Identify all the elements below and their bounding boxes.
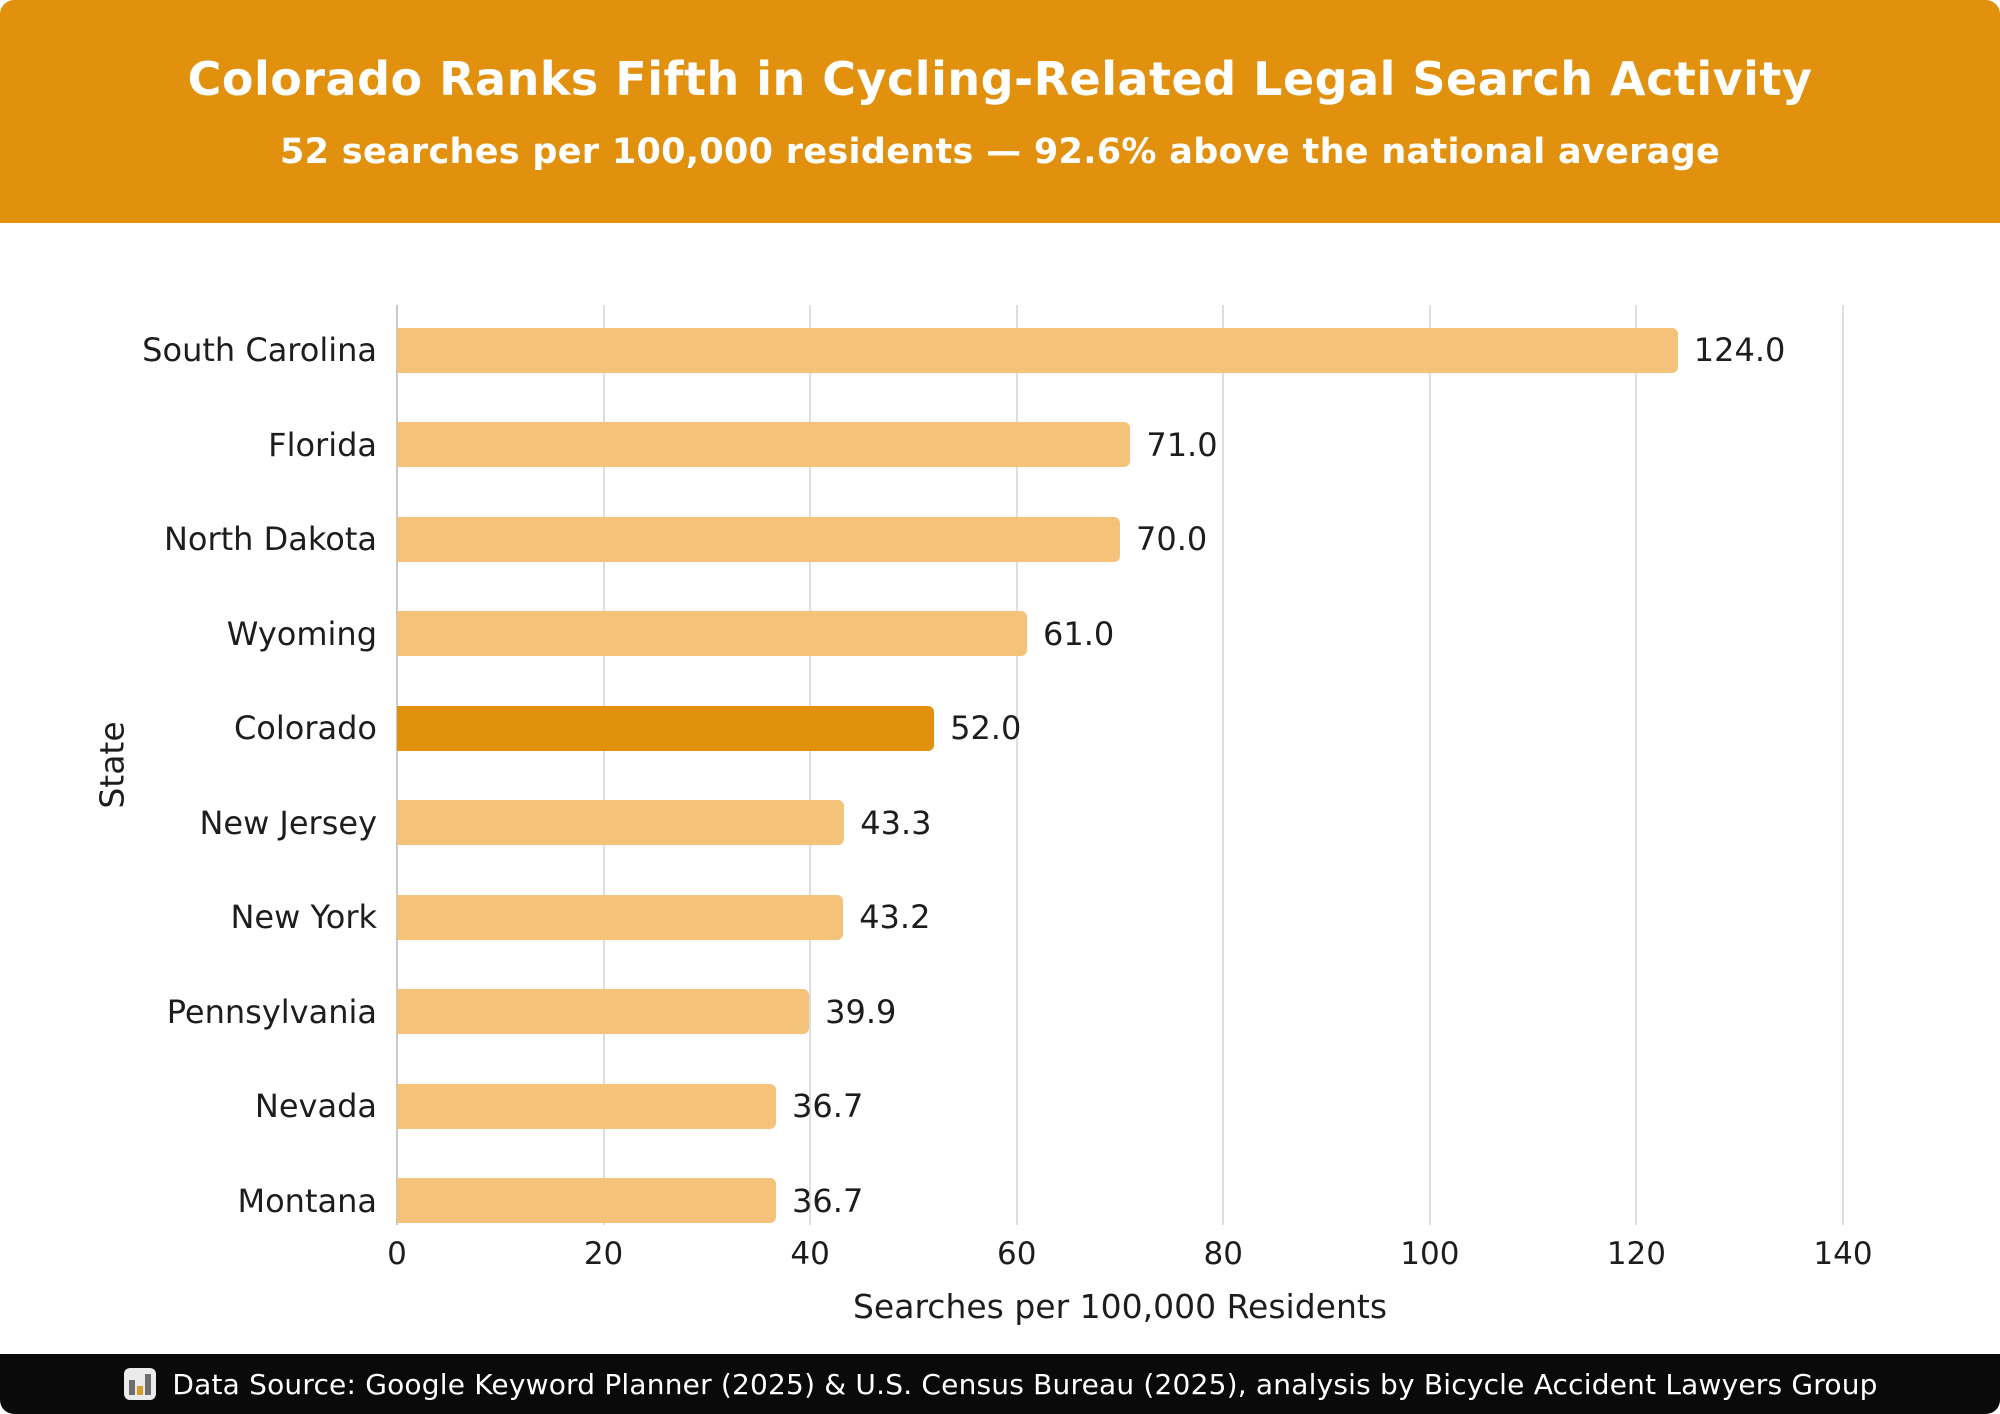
gridline-x-20	[602, 305, 605, 1225]
data-source-text: Data Source: Google Keyword Planner (202…	[172, 1367, 1878, 1401]
category-label: Florida	[268, 425, 377, 464]
x-tick-label: 80	[1203, 1236, 1243, 1272]
bar-chart-icon	[122, 1366, 158, 1402]
gridline-x-80	[1222, 305, 1225, 1225]
x-tick-label: 20	[583, 1236, 624, 1272]
value-label: 71.0	[1146, 425, 1218, 464]
value-label: 124.0	[1693, 331, 1786, 369]
bar-south-carolina	[397, 327, 1678, 373]
gridline-x-120	[1635, 305, 1638, 1225]
gridline-x-100	[1428, 305, 1431, 1225]
x-axis-title: Searches per 100,000 Residents	[852, 1287, 1388, 1326]
value-label: 36.7	[792, 1087, 864, 1125]
footer-bar: Data Source: Google Keyword Planner (202…	[0, 1354, 2000, 1414]
bar-new-jersey	[397, 800, 845, 845]
category-label: North Dakota	[163, 520, 377, 558]
x-tick-label: 140	[1813, 1236, 1873, 1272]
bar-north-dakota	[397, 516, 1120, 562]
x-tick-label: 60	[996, 1236, 1037, 1272]
gridline-x-0	[396, 305, 398, 1225]
header-banner: Colorado Ranks Fifth in Cycling-Related …	[0, 0, 2000, 223]
bar-colorado	[397, 705, 935, 751]
gridline-x-60	[1015, 305, 1018, 1225]
category-label: New Jersey	[199, 803, 377, 842]
category-label: New York	[230, 898, 377, 936]
category-label: Nevada	[254, 1087, 377, 1125]
category-label: Colorado	[233, 709, 377, 747]
value-label: 43.3	[860, 803, 932, 842]
gridline-x-140	[1842, 305, 1844, 1225]
value-label: 36.7	[792, 1181, 864, 1220]
bar-pennsylvania	[397, 989, 810, 1034]
gridline-x-40	[809, 305, 812, 1225]
category-label: Montana	[237, 1181, 377, 1220]
x-tick-label: 100	[1400, 1236, 1460, 1272]
value-label: 43.2	[859, 898, 931, 936]
category-label: Pennsylvania	[166, 992, 377, 1031]
chart-title: Colorado Ranks Fifth in Cycling-Related …	[187, 51, 1813, 106]
bar-new-york	[397, 894, 844, 940]
x-tick-label: 0	[387, 1236, 407, 1272]
value-label: 39.9	[825, 992, 897, 1031]
bar-wyoming	[397, 611, 1028, 656]
value-label: 61.0	[1043, 614, 1115, 653]
category-label: Wyoming	[226, 614, 377, 653]
chart-subtitle: 52 searches per 100,000 residents — 92.6…	[280, 131, 1720, 172]
bar-montana	[397, 1178, 777, 1223]
x-tick-label: 40	[790, 1236, 830, 1272]
bar-nevada	[397, 1083, 777, 1129]
value-label: 52.0	[950, 709, 1022, 747]
bar-florida	[397, 422, 1131, 467]
category-label: South Carolina	[142, 331, 377, 369]
x-tick-label: 120	[1606, 1236, 1666, 1272]
value-label: 70.0	[1136, 520, 1208, 558]
y-axis-title-text: State	[92, 721, 132, 809]
